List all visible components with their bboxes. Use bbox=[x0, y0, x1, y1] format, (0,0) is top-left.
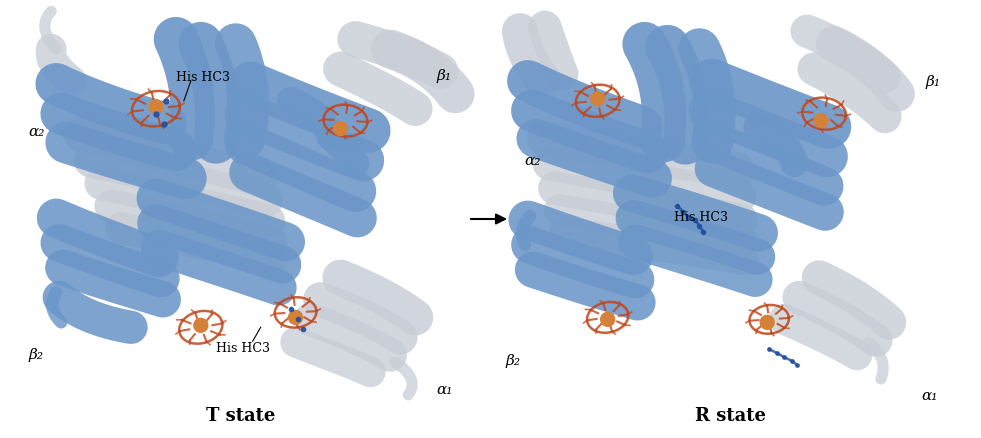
Circle shape bbox=[149, 101, 163, 114]
Text: T state: T state bbox=[206, 406, 276, 424]
Text: α₁: α₁ bbox=[921, 388, 937, 402]
Text: α₂: α₂ bbox=[28, 125, 45, 139]
Circle shape bbox=[334, 122, 347, 136]
Text: β₂: β₂ bbox=[28, 347, 44, 361]
Text: His HC3: His HC3 bbox=[216, 341, 270, 354]
Circle shape bbox=[760, 316, 774, 329]
Text: R state: R state bbox=[695, 406, 765, 424]
Text: His HC3: His HC3 bbox=[675, 210, 729, 223]
Text: β₁: β₁ bbox=[437, 68, 451, 82]
Circle shape bbox=[814, 114, 828, 128]
Circle shape bbox=[194, 318, 208, 332]
Text: His HC3: His HC3 bbox=[176, 71, 230, 84]
Text: α₂: α₂ bbox=[525, 153, 542, 167]
Circle shape bbox=[591, 92, 604, 106]
Circle shape bbox=[600, 313, 615, 327]
Circle shape bbox=[288, 311, 302, 325]
Text: β₂: β₂ bbox=[505, 353, 520, 367]
Text: β₁: β₁ bbox=[926, 75, 941, 89]
Text: α₁: α₁ bbox=[437, 382, 453, 396]
